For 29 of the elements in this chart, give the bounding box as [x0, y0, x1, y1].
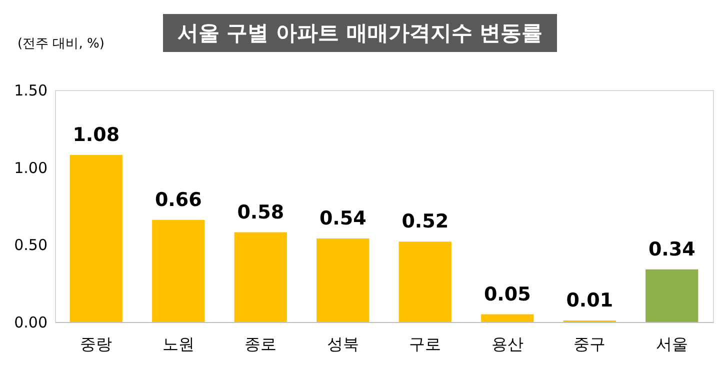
data-label: 0.05	[484, 283, 531, 306]
bar	[316, 238, 370, 322]
x-tick-label: 중랑	[80, 334, 112, 354]
data-label: 0.01	[566, 289, 614, 312]
y-tick-label: 0.00	[14, 314, 48, 332]
data-label: 0.52	[402, 210, 449, 233]
data-label: 0.66	[154, 188, 202, 211]
bar	[398, 242, 452, 322]
x-tick-label: 구로	[409, 334, 442, 354]
data-label: 0.54	[319, 207, 366, 230]
y-axis-title: (전주 대비, %)	[18, 36, 104, 52]
chart-title: 서울 구별 아파트 매매가격지수 변동률	[163, 14, 557, 52]
bar	[481, 314, 534, 322]
x-tick-label: 성북	[326, 334, 359, 354]
bar	[152, 220, 205, 322]
data-label: 0.58	[237, 201, 284, 224]
bar	[234, 232, 287, 322]
x-tick-label: 서울	[656, 334, 688, 354]
y-tick-label: 0.50	[14, 236, 48, 254]
y-tick-label: 1.00	[14, 158, 48, 177]
x-tick-label: 용산	[491, 334, 524, 354]
data-label: 1.08	[72, 124, 120, 146]
bar	[70, 154, 122, 322]
bar	[646, 269, 698, 322]
data-label: 0.34	[648, 238, 696, 260]
x-tick-label: 중구	[574, 334, 606, 354]
x-tick-label: 노원	[162, 334, 194, 354]
x-tick-label: 종로	[244, 334, 277, 354]
y-tick-label: 1.50	[14, 82, 48, 100]
